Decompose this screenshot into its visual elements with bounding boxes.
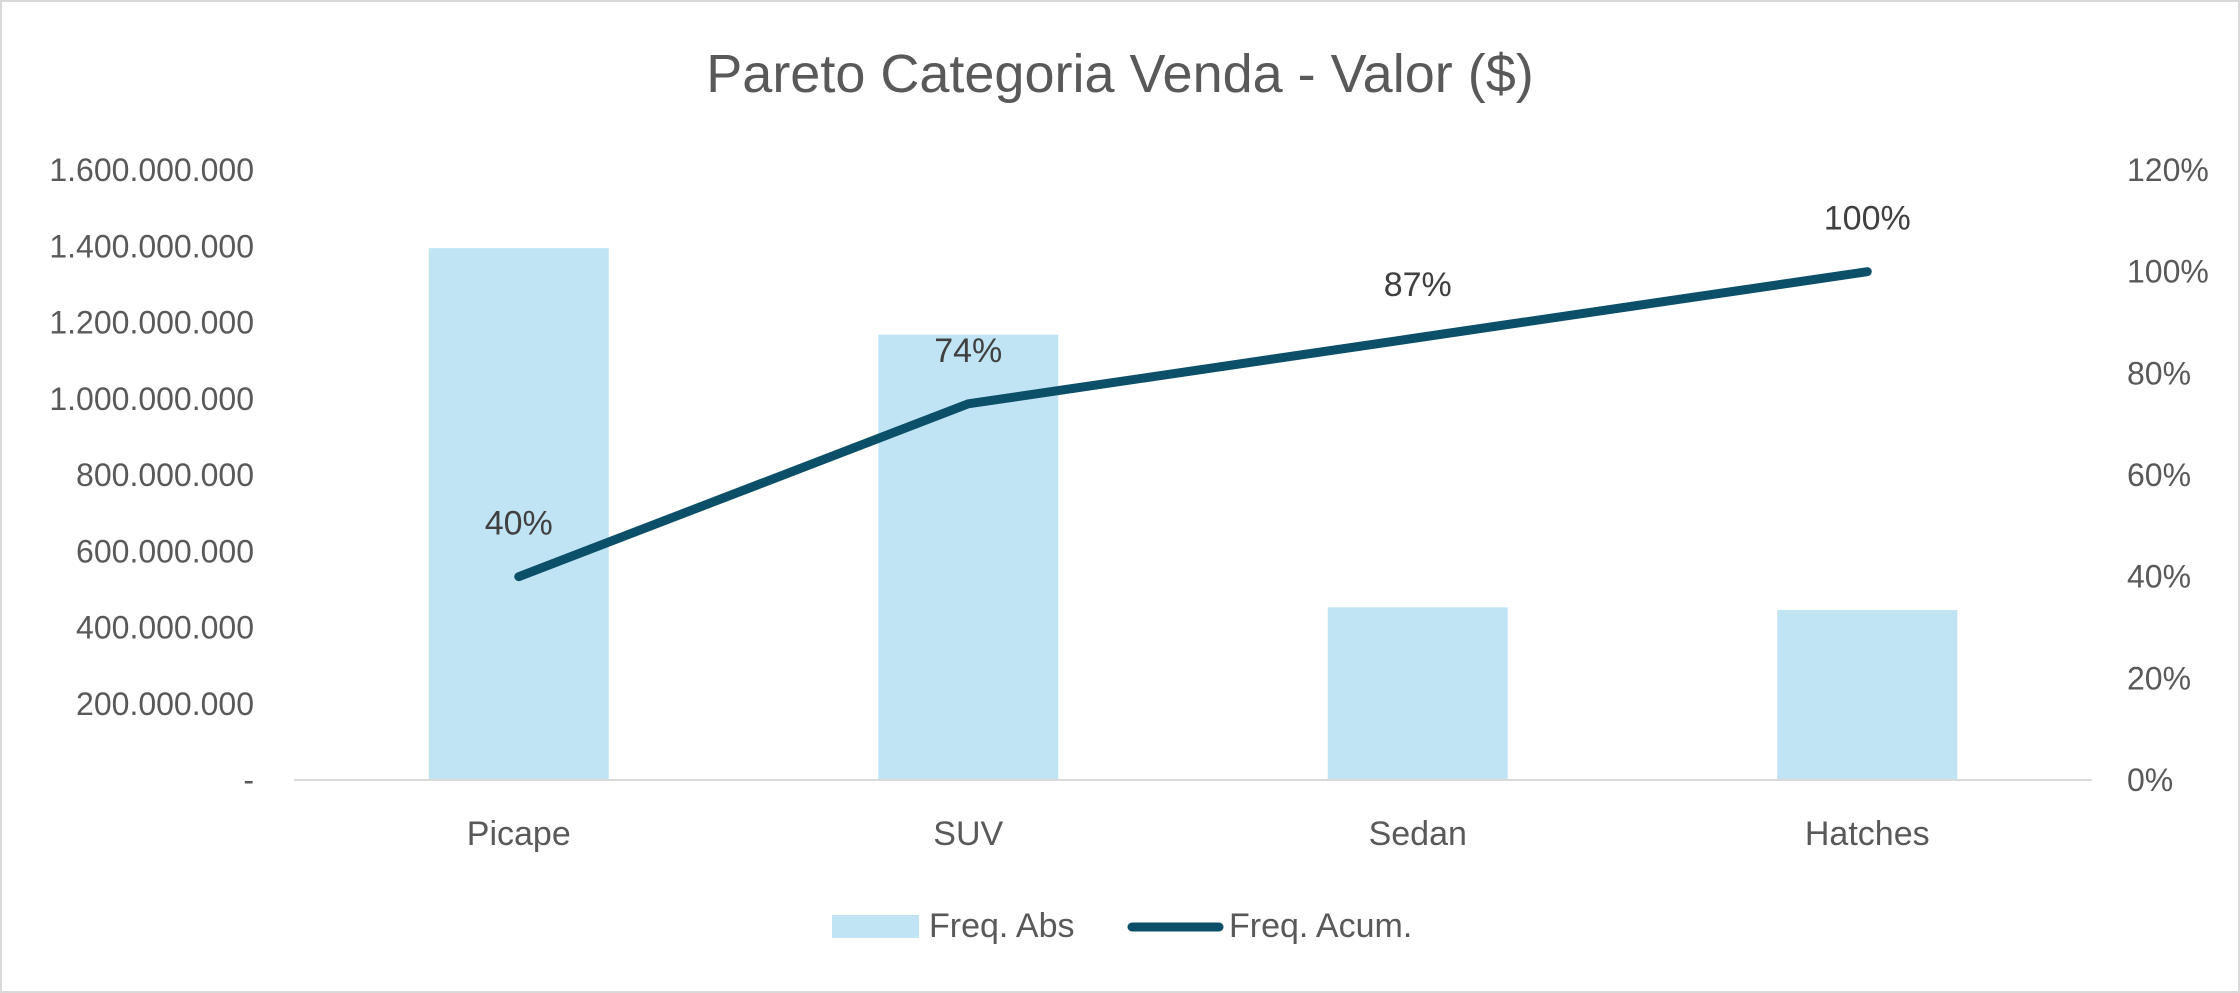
legend-swatch-freq-abs <box>832 915 919 938</box>
y-left-tick-label: 1.400.000.000 <box>49 228 254 264</box>
x-category-label: Hatches <box>1805 815 1930 853</box>
x-category-label: SUV <box>933 815 1003 853</box>
data-label-picape: 40% <box>485 505 553 543</box>
y-left-tick-label: 200.000.000 <box>76 686 254 722</box>
x-axis-categories: Picape SUV Sedan Hatches <box>467 815 1930 853</box>
secondary-y-axis: 0% 20% 40% 60% 80% 100% 120% <box>2127 152 2209 798</box>
x-category-label: Sedan <box>1369 815 1467 853</box>
y-right-tick-label: 80% <box>2127 355 2191 391</box>
y-right-tick-label: 120% <box>2127 152 2209 188</box>
y-left-tick-label: 400.000.000 <box>76 610 254 646</box>
legend-label-freq-abs: Freq. Abs <box>929 907 1075 945</box>
bar-sedan <box>1327 607 1508 780</box>
y-right-tick-label: 20% <box>2127 660 2191 696</box>
line-series <box>514 267 1872 582</box>
y-left-tick-label: 1.600.000.000 <box>49 152 254 188</box>
y-right-tick-label: 0% <box>2127 762 2173 798</box>
data-labels: 40% 74% 87% 100% <box>485 200 1911 543</box>
y-right-tick-label: 40% <box>2127 559 2191 595</box>
legend-label-freq-acum: Freq. Acum. <box>1229 907 1412 945</box>
y-right-tick-label: 100% <box>2127 254 2209 290</box>
data-label-hatches: 100% <box>1824 200 1911 238</box>
y-left-tick-label: 600.000.000 <box>76 533 254 569</box>
y-left-tick-label: - <box>243 762 254 798</box>
chart-title: Pareto Categoria Venda - Valor ($) <box>706 44 1533 104</box>
bar-hatches <box>1777 609 1958 780</box>
cumulative-line <box>514 267 1872 582</box>
bar-series <box>428 248 1958 780</box>
primary-y-axis: - 200.000.000 400.000.000 600.000.000 800.00… <box>49 152 254 798</box>
data-label-sedan: 87% <box>1384 266 1452 304</box>
y-left-tick-label: 1.000.000.000 <box>49 381 254 417</box>
y-left-tick-label: 800.000.000 <box>76 457 254 493</box>
x-category-label: Picape <box>467 815 571 853</box>
y-right-tick-label: 60% <box>2127 457 2191 493</box>
bar-picape <box>428 248 609 780</box>
legend: Freq. Abs Freq. Acum. <box>832 907 1412 945</box>
data-label-suv: 74% <box>934 332 1002 370</box>
bar-suv <box>878 334 1059 780</box>
y-left-tick-label: 1.200.000.000 <box>49 305 254 341</box>
